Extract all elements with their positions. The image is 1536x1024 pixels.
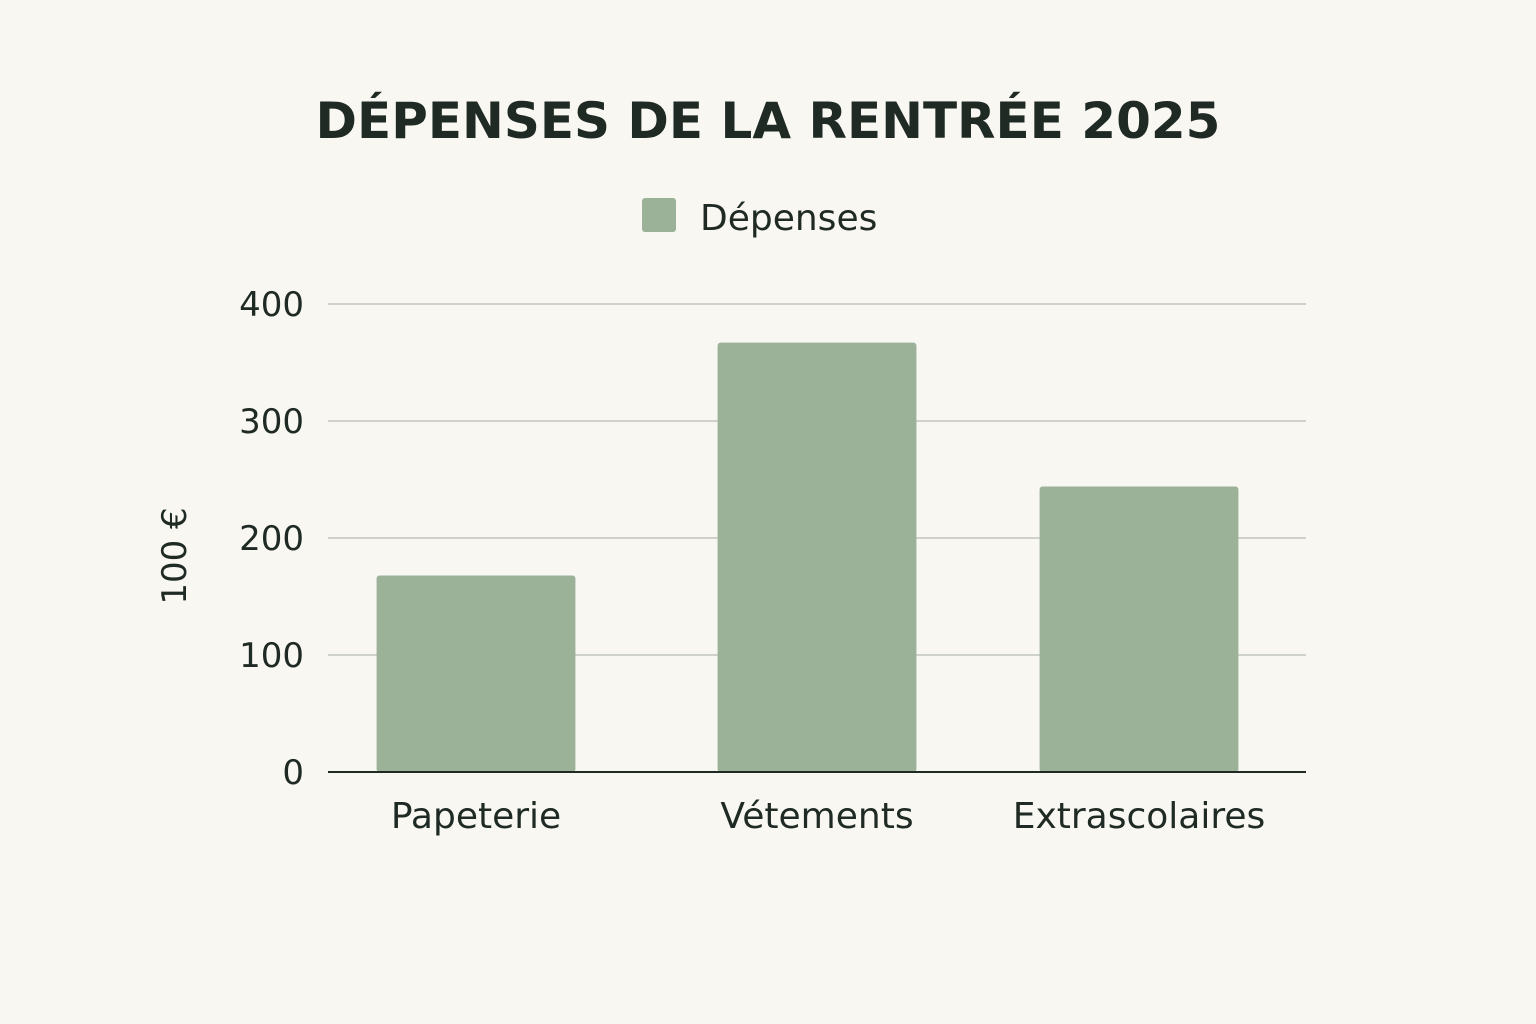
y-tick-label: 200 bbox=[239, 519, 304, 559]
bar-extrascolaires bbox=[1039, 486, 1239, 772]
legend: Dépenses bbox=[642, 198, 877, 239]
bars bbox=[376, 342, 1239, 772]
y-tick-label: 300 bbox=[239, 402, 304, 442]
chart-title: DÉPENSES DE LA RENTRÉE 2025 bbox=[316, 91, 1221, 150]
x-tick-label: Extrascolaires bbox=[1013, 796, 1266, 837]
y-axis-ticks: 0 100 200 300 400 bbox=[239, 285, 304, 793]
bar-vétements bbox=[717, 342, 917, 772]
y-tick-label: 100 bbox=[239, 636, 304, 676]
y-tick-label: 400 bbox=[239, 285, 304, 325]
y-axis-title: 100 € bbox=[155, 507, 195, 604]
legend-label: Dépenses bbox=[700, 198, 877, 239]
y-tick-label: 0 bbox=[282, 753, 304, 793]
legend-swatch bbox=[642, 198, 676, 232]
x-tick-label: Vétements bbox=[720, 796, 913, 837]
x-axis-labels: Papeterie Vétements Extrascolaires bbox=[391, 796, 1265, 837]
bar-papeterie bbox=[376, 575, 576, 772]
x-tick-label: Papeterie bbox=[391, 796, 561, 837]
